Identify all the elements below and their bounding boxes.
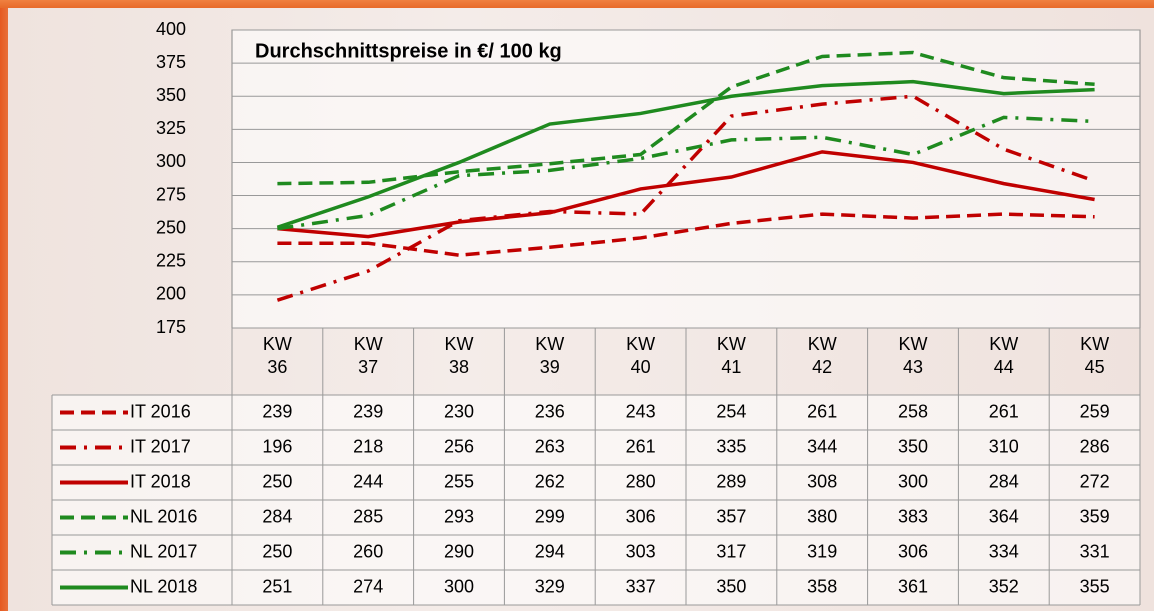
table-value: 352 (989, 576, 1019, 596)
y-tick-label: 400 (156, 19, 186, 39)
chart-title: Durchschnittspreise in €/ 100 kg (255, 40, 562, 62)
x-tick-label: KW 36 (252, 333, 302, 379)
legend-label: IT 2018 (130, 471, 191, 491)
table-value: 261 (626, 436, 656, 456)
plot-area (232, 30, 1140, 328)
x-tick-label: KW 38 (434, 333, 484, 379)
y-tick-label: 175 (156, 317, 186, 337)
table-value: 335 (716, 436, 746, 456)
table-value: 355 (1080, 576, 1110, 596)
x-tick-label: KW 44 (979, 333, 1029, 379)
table-value: 280 (626, 471, 656, 491)
table-value: 357 (716, 506, 746, 526)
legend-label: IT 2017 (130, 436, 191, 456)
table-value: 337 (626, 576, 656, 596)
y-tick-label: 250 (156, 217, 186, 237)
table-value: 319 (807, 541, 837, 561)
table-value: 284 (989, 471, 1019, 491)
table-value: 300 (444, 576, 474, 596)
y-tick-label: 350 (156, 85, 186, 105)
legend-label: NL 2017 (130, 541, 197, 561)
table-value: 294 (535, 541, 565, 561)
y-tick-label: 275 (156, 184, 186, 204)
table-value: 290 (444, 541, 474, 561)
table-value: 259 (1080, 401, 1110, 421)
table-value: 260 (353, 541, 383, 561)
y-tick-label: 375 (156, 52, 186, 72)
table-value: 310 (989, 436, 1019, 456)
table-value: 299 (535, 506, 565, 526)
table-value: 306 (626, 506, 656, 526)
table-value: 344 (807, 436, 837, 456)
table-value: 274 (353, 576, 383, 596)
y-tick-label: 225 (156, 251, 186, 271)
table-value: 383 (898, 506, 928, 526)
x-tick-label: KW 43 (888, 333, 938, 379)
x-tick-label: KW 42 (797, 333, 847, 379)
table-value: 243 (626, 401, 656, 421)
table-value: 293 (444, 506, 474, 526)
y-tick-label: 300 (156, 151, 186, 171)
table-value: 300 (898, 471, 928, 491)
table-value: 250 (262, 471, 292, 491)
table-value: 230 (444, 401, 474, 421)
x-tick-label: KW 37 (343, 333, 393, 379)
table-value: 286 (1080, 436, 1110, 456)
table-value: 262 (535, 471, 565, 491)
table-value: 244 (353, 471, 383, 491)
x-tick-label: KW 39 (525, 333, 575, 379)
legend-label: IT 2016 (130, 401, 191, 421)
table-value: 239 (353, 401, 383, 421)
table-value: 261 (807, 401, 837, 421)
legend-label: NL 2018 (130, 576, 197, 596)
table-value: 255 (444, 471, 474, 491)
table-value: 331 (1080, 541, 1110, 561)
table-value: 303 (626, 541, 656, 561)
table-value: 236 (535, 401, 565, 421)
table-value: 196 (262, 436, 292, 456)
table-value: 359 (1080, 506, 1110, 526)
table-value: 263 (535, 436, 565, 456)
table-value: 380 (807, 506, 837, 526)
table-value: 334 (989, 541, 1019, 561)
y-tick-label: 200 (156, 284, 186, 304)
x-tick-label: KW 40 (616, 333, 666, 379)
table-value: 289 (716, 471, 746, 491)
legend-label: NL 2016 (130, 506, 197, 526)
x-tick-label: KW 45 (1070, 333, 1120, 379)
table-value: 250 (262, 541, 292, 561)
table-value: 308 (807, 471, 837, 491)
table-value: 272 (1080, 471, 1110, 491)
table-value: 329 (535, 576, 565, 596)
y-tick-label: 325 (156, 118, 186, 138)
table-value: 317 (716, 541, 746, 561)
table-value: 261 (989, 401, 1019, 421)
table-value: 239 (262, 401, 292, 421)
table-value: 251 (262, 576, 292, 596)
table-value: 284 (262, 506, 292, 526)
table-value: 256 (444, 436, 474, 456)
x-tick-label: KW 41 (706, 333, 756, 379)
table-value: 358 (807, 576, 837, 596)
table-value: 364 (989, 506, 1019, 526)
chart: Durchschnittspreise in €/ 100 kg 175 200 2… (0, 0, 1154, 611)
table-value: 350 (898, 436, 928, 456)
table-value: 258 (898, 401, 928, 421)
table-value: 285 (353, 506, 383, 526)
table-value: 306 (898, 541, 928, 561)
table-value: 218 (353, 436, 383, 456)
page: Durchschnittspreise in €/ 100 kg 175 200 2… (0, 0, 1154, 611)
table-value: 361 (898, 576, 928, 596)
table-value: 350 (716, 576, 746, 596)
table-value: 254 (716, 401, 746, 421)
